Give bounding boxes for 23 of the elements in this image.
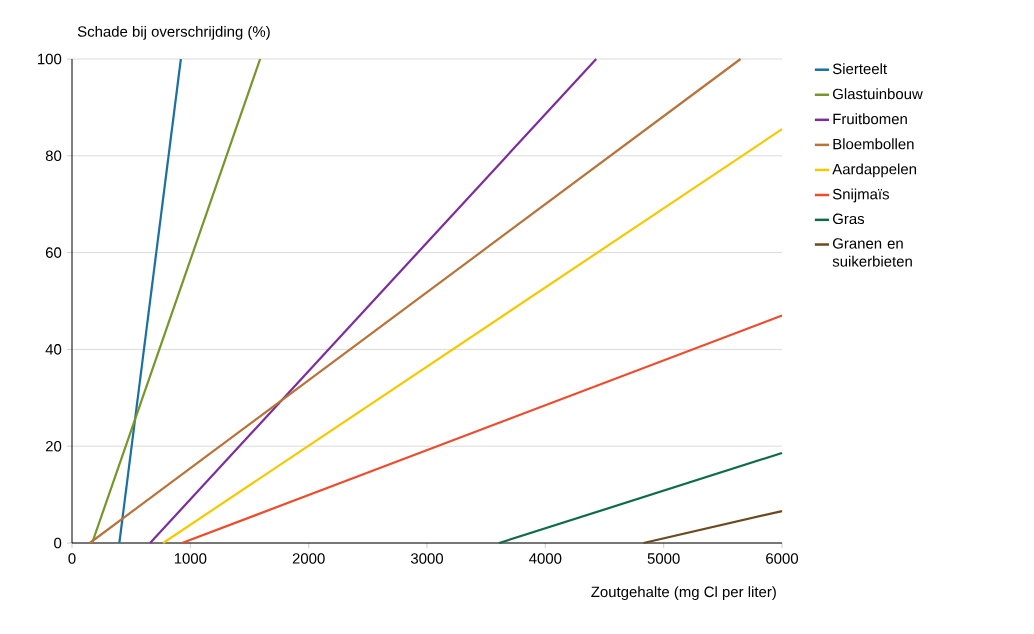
legend-label: Granen en suikerbieten bbox=[832, 238, 912, 267]
legend-label: Snijmaïs bbox=[832, 188, 889, 203]
y-axis-title: Schade bij overschrijding (%) bbox=[77, 25, 270, 40]
legend-label: Fruitbomen bbox=[833, 113, 907, 125]
y-tick-label: 40 bbox=[45, 344, 62, 355]
y-tick-label: 80 bbox=[45, 150, 62, 162]
y-tick-label: 60 bbox=[45, 247, 62, 258]
x-tick-label: 1000 bbox=[174, 553, 207, 564]
y-tick-label: 20 bbox=[45, 440, 62, 452]
legend-label: Aardappelen bbox=[832, 163, 917, 178]
x-tick-label: 4000 bbox=[529, 553, 562, 564]
x-tick-label: 5000 bbox=[647, 553, 680, 564]
x-tick-label: 0 bbox=[68, 553, 76, 564]
y-tick-label: 0 bbox=[54, 537, 62, 549]
legend-label: Glastuinbouw bbox=[833, 88, 923, 100]
x-tick-label: 6000 bbox=[766, 553, 799, 564]
legend-label: Bloembollen bbox=[833, 138, 914, 150]
x-axis-title: Zoutgehalte (mg Cl per liter) bbox=[591, 586, 776, 601]
legend-label: Gras bbox=[833, 213, 865, 225]
y-tick-label: 100 bbox=[38, 53, 62, 65]
legend-label: Sierteelt bbox=[832, 63, 887, 75]
x-tick-label: 3000 bbox=[410, 553, 444, 564]
x-tick-label: 2000 bbox=[292, 553, 325, 564]
